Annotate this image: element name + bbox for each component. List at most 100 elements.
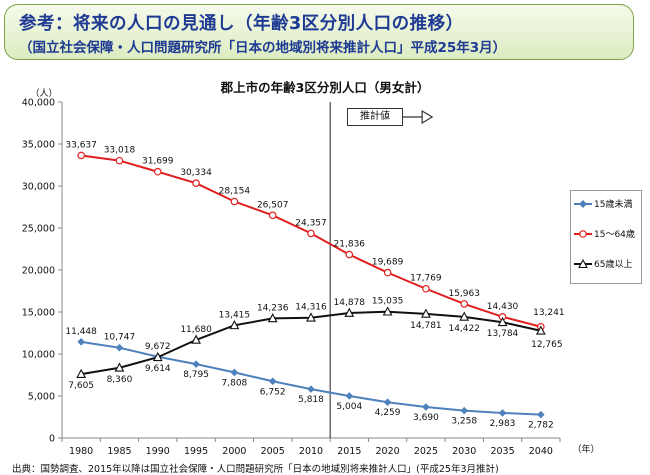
data-label-working: 31,699	[142, 157, 174, 167]
x-tick-label: 2035	[490, 446, 514, 457]
y-tick-label: 25,000	[22, 224, 55, 235]
data-label-under15: 5,004	[336, 402, 362, 412]
y-tick-label: 0	[49, 434, 55, 445]
x-tick-label: 1980	[69, 446, 93, 457]
data-point-working	[77, 151, 85, 160]
data-point-working	[307, 229, 315, 238]
x-tick-label: 2020	[376, 446, 400, 457]
data-label-working: 13,241	[533, 308, 565, 318]
data-label-under15: 10,747	[104, 333, 136, 343]
data-label-under15: 6,752	[260, 387, 286, 397]
data-point-under15	[115, 343, 124, 352]
legend-item-working: 15～64歳	[574, 227, 640, 241]
data-label-elderly: 14,422	[448, 324, 480, 334]
data-point-elderly	[191, 334, 201, 344]
data-point-elderly	[267, 313, 278, 323]
data-label-under15: 7,808	[222, 378, 248, 388]
x-tick-label: 2025	[414, 446, 438, 457]
data-point-under15	[345, 392, 354, 400]
x-tick-label: 1990	[146, 446, 170, 457]
data-label-elderly: 8,360	[107, 375, 133, 385]
series-line-working	[81, 154, 542, 328]
data-point-working	[153, 167, 162, 176]
projection-arrow-head	[421, 109, 434, 125]
data-point-elderly	[114, 362, 125, 372]
data-point-under15	[498, 409, 507, 417]
data-label-elderly: 14,878	[334, 298, 366, 308]
data-point-working	[192, 179, 200, 187]
data-label-working: 17,769	[410, 274, 442, 284]
data-point-working	[268, 211, 277, 220]
data-label-under15: 11,448	[65, 327, 97, 337]
chart-title: 郡上市の年齢3区分別人口（男女計）	[220, 80, 430, 95]
data-label-elderly: 9,614	[145, 364, 171, 374]
data-point-elderly	[76, 368, 87, 378]
x-tick-label: 2005	[261, 446, 285, 457]
chart-legend: 15歳未満 15～64歳 65歳以上	[570, 190, 642, 284]
data-label-working: 21,836	[334, 240, 366, 250]
data-label-under15: 8,795	[183, 370, 209, 380]
legend-label-working: 15～64歳	[594, 230, 635, 240]
legend-marker-elderly	[574, 258, 592, 269]
source-note: 出典：国勢調査、2015年以降は国立社会保障・人口問題研究所「日本の地域別将来推…	[12, 464, 499, 475]
data-label-working: 15,963	[448, 289, 480, 299]
x-tick-label: 2010	[299, 446, 323, 457]
data-point-elderly	[421, 308, 431, 318]
data-point-working	[460, 300, 469, 308]
data-label-elderly: 7,605	[68, 381, 94, 391]
banner-title: 参考：将来の人口の見通し（年齢3区分別人口の推移）	[19, 14, 464, 34]
projection-label: 推計値	[347, 108, 403, 126]
data-point-elderly	[382, 306, 393, 316]
data-point-under15	[77, 338, 85, 346]
x-tick-label: 2030	[452, 446, 476, 457]
data-point-working	[383, 268, 392, 277]
data-label-elderly: 13,415	[219, 310, 251, 320]
data-point-under15	[230, 368, 239, 377]
data-label-working: 14,430	[487, 302, 519, 312]
data-point-under15	[268, 377, 277, 386]
y-tick-label: 35,000	[22, 140, 55, 151]
data-label-under15: 2,782	[528, 421, 554, 431]
data-label-under15: 9,672	[145, 342, 171, 352]
x-tick-label: 2015	[337, 446, 361, 457]
data-point-under15	[192, 360, 200, 368]
banner-subtitle: （国立社会保障・人口問題研究所「日本の地域別将来推計人口」平成25年3月）	[19, 40, 507, 56]
data-label-elderly: 12,765	[531, 340, 563, 350]
data-label-under15: 4,259	[375, 408, 401, 418]
data-point-under15	[460, 406, 469, 415]
data-label-elderly: 13,784	[487, 329, 519, 339]
legend-label-under15: 15歳未満	[594, 200, 633, 210]
data-label-elderly: 14,781	[410, 321, 442, 331]
data-label-elderly: 15,035	[372, 297, 404, 307]
data-label-working: 28,154	[219, 187, 251, 197]
data-point-elderly	[535, 325, 546, 335]
data-label-working: 26,507	[257, 200, 289, 210]
data-point-working	[345, 250, 354, 259]
y-tick-label: 20,000	[22, 266, 55, 277]
data-label-working: 33,018	[104, 146, 136, 156]
projection-label-text: 推計値	[360, 111, 390, 122]
y-tick-label: 5,000	[28, 392, 55, 403]
data-point-elderly	[344, 307, 355, 317]
data-point-elderly	[459, 311, 470, 321]
y-tick-label: 15,000	[22, 308, 55, 319]
y-tick-label: 10,000	[22, 350, 55, 361]
data-point-under15	[383, 398, 392, 407]
title-banner: 参考：将来の人口の見通し（年齢3区分別人口の推移） （国立社会保障・人口問題研究…	[4, 4, 634, 60]
data-point-elderly	[306, 312, 316, 322]
data-point-elderly	[497, 316, 508, 327]
data-point-working	[230, 197, 239, 206]
data-label-under15: 3,258	[451, 417, 477, 427]
data-label-working: 19,689	[372, 258, 404, 268]
data-label-elderly: 11,680	[180, 325, 212, 335]
data-label-elderly: 14,316	[295, 303, 327, 313]
data-label-under15: 2,983	[490, 419, 516, 429]
x-tick-label: 2000	[222, 446, 246, 457]
data-label-under15: 3,690	[413, 413, 439, 423]
data-label-working: 30,334	[180, 168, 212, 178]
data-point-under15	[422, 403, 430, 411]
data-point-elderly	[229, 319, 240, 330]
data-label-elderly: 14,236	[257, 303, 289, 313]
x-axis-unit-label: （年）	[572, 443, 599, 455]
